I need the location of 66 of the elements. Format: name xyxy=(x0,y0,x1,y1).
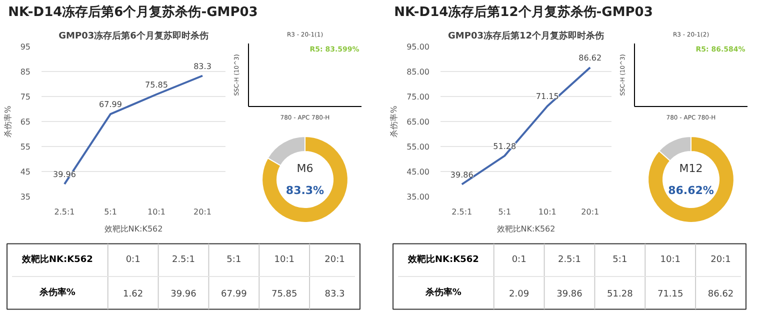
x-tick-label: 5:1 xyxy=(498,208,512,216)
y-tick-label: 55.00 xyxy=(406,142,430,152)
text: 杀伤率% xyxy=(38,286,76,298)
text: 86.62% xyxy=(668,184,714,197)
x-tick-label: 5:1 xyxy=(104,208,117,216)
y-tick-label: 75 xyxy=(20,92,31,102)
y-axis-title: 杀伤率% xyxy=(390,105,399,138)
data-label: 75.85 xyxy=(271,289,298,300)
category-label: 0:1 xyxy=(512,255,526,266)
data-label: 71.15 xyxy=(536,92,559,102)
y-tick-label: 35.00 xyxy=(406,192,430,202)
chart-title: NK-D14冻存后第6个月复苏杀伤-GMP03 xyxy=(8,4,258,20)
category-label: 2.5:1 xyxy=(558,255,582,266)
category-label: 5:1 xyxy=(226,255,242,266)
x-tick-label: 2.5:1 xyxy=(54,208,75,216)
x-axis-title: 效靶比NK:K562 xyxy=(496,224,556,234)
y-tick-label: 65.00 xyxy=(406,118,430,126)
data-label: 86.62 xyxy=(708,289,734,300)
category-label: 2.5:1 xyxy=(172,255,196,266)
x-tick-label: 20:1 xyxy=(194,208,212,216)
data-label: 67.99 xyxy=(99,100,122,110)
chart-title: NK-D14冻存后第12个月复苏杀伤-GMP03 xyxy=(394,4,653,20)
category-label: 10:1 xyxy=(274,255,294,266)
data-label: 39.96 xyxy=(53,170,76,180)
y-tick-label: 45.00 xyxy=(406,168,430,176)
data-label: 51.28 xyxy=(493,142,516,151)
y-tick-label: 85.00 xyxy=(406,68,430,76)
y-tick-label: 95.00 xyxy=(406,42,430,52)
data-label: 71.15 xyxy=(657,289,684,300)
text: 杀伤率% xyxy=(424,286,462,298)
data-label: 39.96 xyxy=(170,289,197,300)
chart-subtitle: GMP03冻存后第12个月复苏即时杀伤 xyxy=(448,30,604,42)
data-label: 75.85 xyxy=(145,80,168,90)
text: M6 xyxy=(296,162,314,175)
x-tick-label: 20:1 xyxy=(581,208,600,216)
x-tick-label: 10:1 xyxy=(148,208,166,216)
text: 83.3% xyxy=(286,184,324,197)
category-label: 10:1 xyxy=(660,255,680,266)
y-tick-label: 35 xyxy=(20,192,31,202)
y-tick-label: 85 xyxy=(20,68,31,76)
x-tick-label: 2.5:1 xyxy=(452,208,472,216)
data-label: 39.86 xyxy=(450,170,474,180)
category-label: 0:1 xyxy=(126,255,140,266)
text: M12 xyxy=(679,162,703,175)
data-label: 83.3 xyxy=(324,289,345,300)
y-tick-label: 65 xyxy=(20,118,31,126)
x-axis-title: 效靶比NK:K562 xyxy=(104,224,163,234)
text: 效靶比NK:K562 xyxy=(407,254,479,266)
data-label: 2.09 xyxy=(509,289,530,300)
y-tick-label: 75.00 xyxy=(406,92,430,102)
category-label: 5:1 xyxy=(612,255,628,266)
y-tick-label: 95 xyxy=(20,42,31,52)
data-label: 51.28 xyxy=(607,289,634,300)
y-axis-title: 杀伤率% xyxy=(3,105,12,138)
category-label: 20:1 xyxy=(324,255,345,266)
chart-subtitle: GMP03冻存后第6个月复苏即时杀伤 xyxy=(58,30,208,42)
text: 效靶比NK:K562 xyxy=(21,254,93,266)
data-label: 39.86 xyxy=(556,289,583,300)
category-label: 20:1 xyxy=(710,255,731,266)
data-label: 86.62 xyxy=(578,53,602,62)
data-label: 67.99 xyxy=(221,289,248,300)
data-label: 83.3 xyxy=(194,62,212,71)
y-tick-label: 45 xyxy=(20,168,31,176)
y-tick-label: 55 xyxy=(20,142,31,152)
data-label: 1.62 xyxy=(123,289,144,300)
x-tick-label: 10:1 xyxy=(538,208,556,216)
